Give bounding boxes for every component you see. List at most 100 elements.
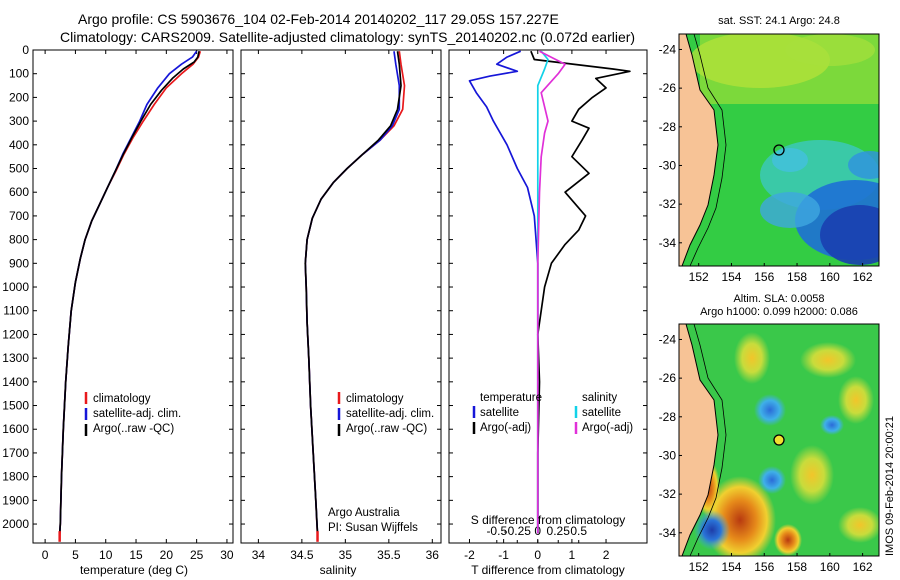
legend-title-salinity: salinity	[582, 392, 617, 404]
x-tick-label: 10	[99, 548, 113, 562]
lat-tick-label: -24	[659, 332, 677, 346]
legend-title-temperature: temperature	[480, 392, 542, 404]
t-difference-label: T difference from climatology	[471, 563, 625, 577]
lat-tick-label: -32	[659, 487, 677, 501]
sla-high	[838, 376, 874, 424]
x-tick-label: 0	[534, 548, 541, 562]
depth-axis-ticks: 0 100 200 300 400 500 600 700 800 900 1000 1100 1200…	[2, 43, 233, 531]
depth-tick-label: 800	[9, 233, 29, 247]
lat-tick-label: -24	[659, 42, 677, 56]
legend-label-climatology: climatology	[346, 393, 404, 405]
sla-high	[838, 507, 879, 543]
depth-tick-label: 1900	[2, 493, 29, 507]
depth-tick-label: 500	[9, 162, 29, 176]
sla-low	[758, 466, 786, 494]
sla-low	[820, 415, 844, 435]
lon-tick-label: 162	[853, 270, 873, 284]
sla-high	[800, 342, 856, 378]
sst-cool-region	[820, 205, 879, 265]
x-tick-label: 20	[160, 548, 174, 562]
depth-tick-label: 200	[9, 90, 29, 104]
temperature-profiles	[58, 50, 202, 542]
sla-map: Altim. SLA: 0.0058 Argo h1000: 0.099 h20…	[659, 293, 880, 574]
difference-profiles	[468, 50, 631, 534]
argo-float-marker	[773, 434, 785, 446]
sst-warm-patch	[785, 34, 875, 66]
sst-map: sat. SST: 24.1 Argo: 24.8 152 154 156 158 16…	[659, 15, 880, 284]
salinity-legend: climatology satellite-adj. clim. Argo(..…	[337, 392, 434, 436]
legend-label-argo: Argo(..raw -QC)	[93, 423, 174, 435]
lat-tick-label: -26	[659, 81, 677, 95]
s-tick-label: -0.5	[486, 524, 507, 538]
depth-tick-label: 300	[9, 114, 29, 128]
depth-tick-label: 2000	[2, 517, 29, 531]
sla-low	[694, 510, 730, 550]
profile-line	[304, 51, 402, 534]
depth-tick-label: 1000	[2, 280, 29, 294]
salinity-axis-ticks: 34 34.5 35 35.5 36	[252, 50, 440, 562]
profile-line	[58, 51, 200, 534]
s-tick-label: -0.25	[504, 524, 532, 538]
depth-tick-label: 1500	[2, 399, 29, 413]
x-tick-label: 35	[339, 548, 353, 562]
depth-tick-label: 1700	[2, 446, 29, 460]
temperature-panel: 0100200300400500600700800900100011001200…	[2, 43, 234, 577]
sla-high	[734, 332, 770, 384]
lat-tick-label: -28	[659, 410, 677, 424]
lat-tick-label: -28	[659, 120, 677, 134]
s-difference-ticks: -0.5-0.25 0 0.25 0.5	[486, 524, 587, 543]
legend-label-sal-satellite: satellite	[582, 407, 621, 419]
depth-tick-label: 100	[9, 67, 29, 81]
sla-land	[679, 324, 718, 556]
sst-shelf-contour	[689, 34, 727, 266]
legend-label-satellite: satellite-adj. clim.	[93, 408, 181, 420]
depth-tick-label: 600	[9, 185, 29, 199]
depth-tick-label: 0	[22, 43, 29, 57]
salinity-axes	[240, 49, 442, 544]
legend-label-climatology: climatology	[93, 393, 151, 405]
x-tick-label: 30	[220, 548, 234, 562]
depth-tick-label: 400	[9, 138, 29, 152]
profile-line	[530, 50, 631, 534]
sst-land	[679, 34, 718, 266]
imos-credit: IMOS 09-Feb-2014 20:00:21	[884, 416, 896, 556]
x-tick-label: -1	[498, 548, 509, 562]
sla-map-frame	[678, 323, 880, 557]
sla-map-title-line2: Argo h1000: 0.099 h2000: 0.086	[700, 306, 858, 318]
legend-label-argo: Argo(..raw -QC)	[346, 423, 427, 435]
s-difference-label: S difference from climatology	[471, 513, 626, 527]
x-tick-label: 2	[603, 548, 610, 562]
x-tick-label: -2	[464, 548, 475, 562]
x-tick-label: 0	[42, 548, 49, 562]
lat-tick-label: -34	[659, 526, 677, 540]
pi-credit: PI: Susan Wijffels	[328, 522, 418, 534]
x-tick-label: 36	[426, 548, 440, 562]
profile-line	[536, 50, 566, 534]
lon-tick-label: 152	[689, 560, 709, 574]
salinity-depth-ticks	[241, 49, 441, 525]
legend-label-satellite: satellite-adj. clim.	[346, 408, 434, 420]
legend-label-sal-argo: Argo(-adj)	[582, 422, 633, 434]
sst-cool-region	[772, 148, 808, 172]
depth-tick-label: 1600	[2, 422, 29, 436]
depth-tick-label: 1400	[2, 375, 29, 389]
x-tick-label: 35.5	[377, 548, 401, 562]
x-tick-label: 25	[190, 548, 204, 562]
lat-tick-label: -26	[659, 371, 677, 385]
s-tick-label: 0.25	[547, 524, 571, 538]
s-tick-label: 0.5	[570, 524, 587, 538]
lat-tick-label: -30	[659, 448, 677, 462]
temperature-axis-ticks: 0 5 10 15 20 25 30	[42, 50, 234, 562]
salinity-profiles	[304, 51, 406, 542]
depth-tick-label: 1300	[2, 351, 29, 365]
salinity-panel: 34 34.5 35 35.5 36 salinity climatology sate…	[240, 49, 442, 577]
depth-tick-label: 700	[9, 209, 29, 223]
sla-high	[790, 445, 834, 505]
lon-tick-label: 154	[721, 560, 741, 574]
lon-tick-label: 160	[820, 270, 840, 284]
temperature-axes	[32, 49, 234, 544]
x-tick-label: 15	[129, 548, 143, 562]
sst-cool-region	[848, 151, 879, 179]
figure-title-line1: Argo profile: CS 5903676_104 02-Feb-2014…	[78, 11, 559, 27]
